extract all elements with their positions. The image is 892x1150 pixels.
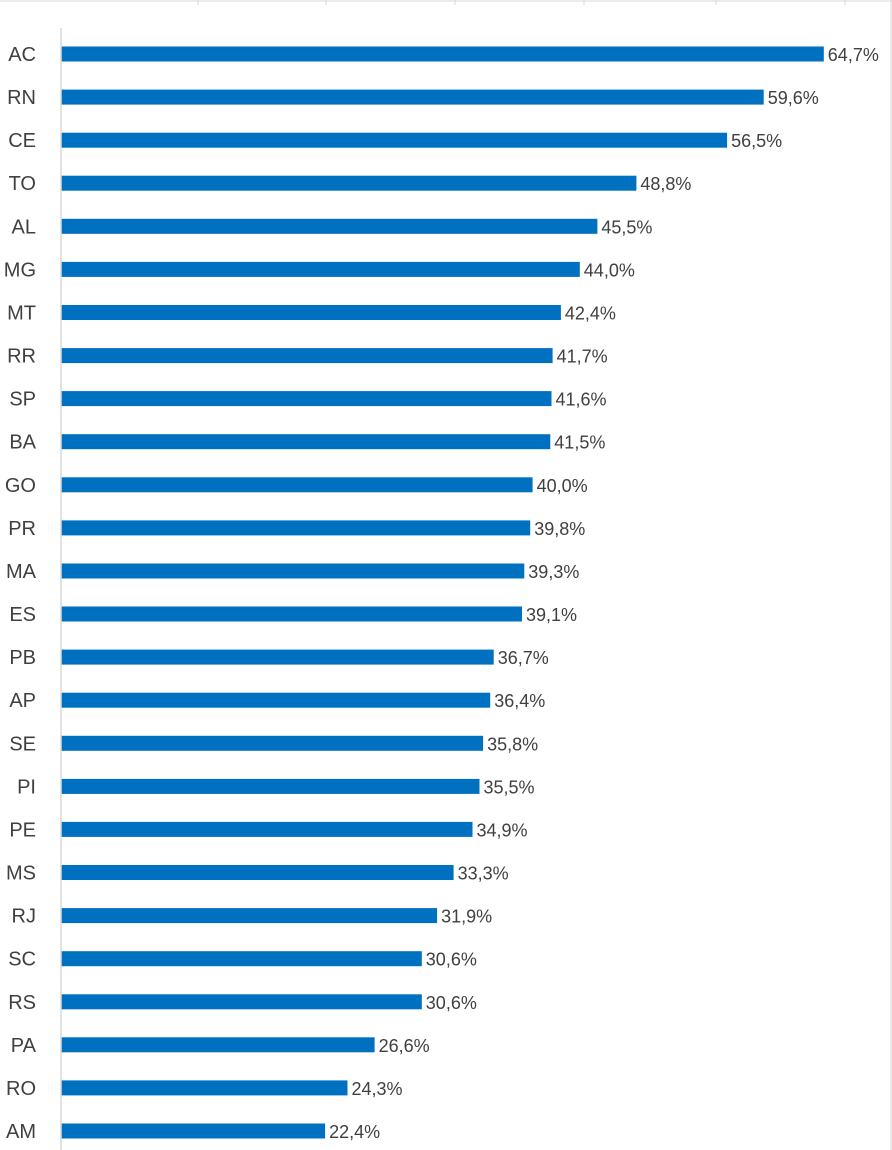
category-label-ce: CE (8, 130, 36, 152)
category-label-pr: PR (8, 518, 36, 540)
value-label-pi: 35,5% (484, 777, 535, 797)
value-label-ce: 56,5% (731, 131, 782, 151)
value-label-pa: 26,6% (379, 1036, 430, 1056)
value-label-rj: 31,9% (441, 907, 492, 927)
value-label-pr: 39,8% (534, 519, 585, 539)
value-label-es: 39,1% (526, 605, 577, 625)
value-label-al: 45,5% (601, 217, 652, 237)
value-label-sc: 30,6% (426, 950, 477, 970)
bar-ma (61, 563, 525, 579)
category-label-rj: RJ (12, 906, 36, 928)
category-label-ap: AP (9, 690, 36, 712)
value-label-ma: 39,3% (528, 562, 579, 582)
bar-sc (61, 951, 422, 967)
value-label-sp: 41,6% (556, 390, 607, 410)
category-label-pe: PE (9, 819, 36, 841)
category-label-rs: RS (8, 992, 36, 1014)
bar-mt (61, 305, 561, 320)
bar-ro (61, 1080, 348, 1096)
value-label-rn: 59,6% (768, 88, 819, 108)
category-label-to: TO (9, 173, 36, 195)
bar-rs (61, 994, 422, 1010)
value-label-pe: 34,9% (477, 820, 528, 840)
category-label-pa: PA (11, 1035, 37, 1057)
category-label-rn: RN (7, 87, 36, 109)
category-label-rr: RR (7, 346, 36, 368)
bar-rj (61, 908, 438, 924)
category-label-mg: MG (4, 259, 36, 281)
category-label-go: GO (5, 475, 36, 497)
bar-ce (61, 132, 728, 148)
bar-ms (61, 865, 454, 880)
category-label-ro: RO (6, 1078, 36, 1100)
bar-mg (61, 261, 580, 277)
bar-sp (61, 391, 552, 407)
value-label-ms: 33,3% (458, 864, 509, 884)
bar-pr (61, 520, 531, 536)
bar-pb (61, 649, 494, 665)
value-label-ap: 36,4% (494, 691, 545, 711)
category-label-pi: PI (17, 776, 36, 798)
value-labels: 64,7% 59,6% 56,5% 48,8% 45,5% 44,0% 42,4% 41,7%… (329, 45, 879, 1142)
bar-pa (61, 1037, 375, 1053)
bar-ba (61, 434, 551, 450)
value-label-rr: 41,7% (557, 347, 608, 367)
bar-rn (61, 89, 764, 105)
value-label-mg: 44,0% (584, 260, 635, 280)
value-label-ro: 24,3% (352, 1079, 403, 1099)
category-label-ma: MA (6, 561, 37, 583)
category-label-am: AM (6, 1121, 36, 1143)
bar-pi (61, 778, 480, 794)
bar-am (61, 1123, 326, 1139)
category-label-al: AL (12, 216, 36, 238)
value-label-mt: 42,4% (565, 304, 616, 324)
category-label-es: ES (9, 604, 36, 626)
value-label-am: 22,4% (329, 1122, 380, 1142)
value-label-rs: 30,6% (426, 993, 477, 1013)
value-label-go: 40,0% (537, 476, 588, 496)
value-label-se: 35,8% (487, 734, 538, 754)
bar-rr (61, 348, 553, 364)
value-label-ba: 41,5% (554, 433, 605, 453)
bars (61, 46, 824, 1139)
bar-ap (61, 692, 491, 708)
category-labels: AC RN CE TO AL MG MT RR SP BA GO PR MA ES PB AP SE PI PE MS… (4, 44, 37, 1143)
bar-ac (61, 46, 824, 62)
category-label-ba: BA (9, 432, 36, 454)
bar-se (61, 735, 484, 751)
bar-al (61, 218, 598, 234)
category-label-ac: AC (8, 44, 36, 66)
category-label-mt: MT (7, 303, 36, 325)
bar-pe (61, 821, 473, 837)
category-label-ms: MS (6, 863, 36, 885)
value-label-pb: 36,7% (498, 648, 549, 668)
value-label-to: 48,8% (640, 174, 691, 194)
category-label-se: SE (9, 733, 36, 755)
value-label-ac: 64,7% (828, 45, 879, 65)
bar-go (61, 477, 533, 493)
bar-to (61, 175, 637, 191)
category-label-pb: PB (9, 647, 36, 669)
category-label-sc: SC (8, 949, 36, 971)
category-label-sp: SP (9, 389, 36, 411)
bar-es (61, 606, 522, 622)
